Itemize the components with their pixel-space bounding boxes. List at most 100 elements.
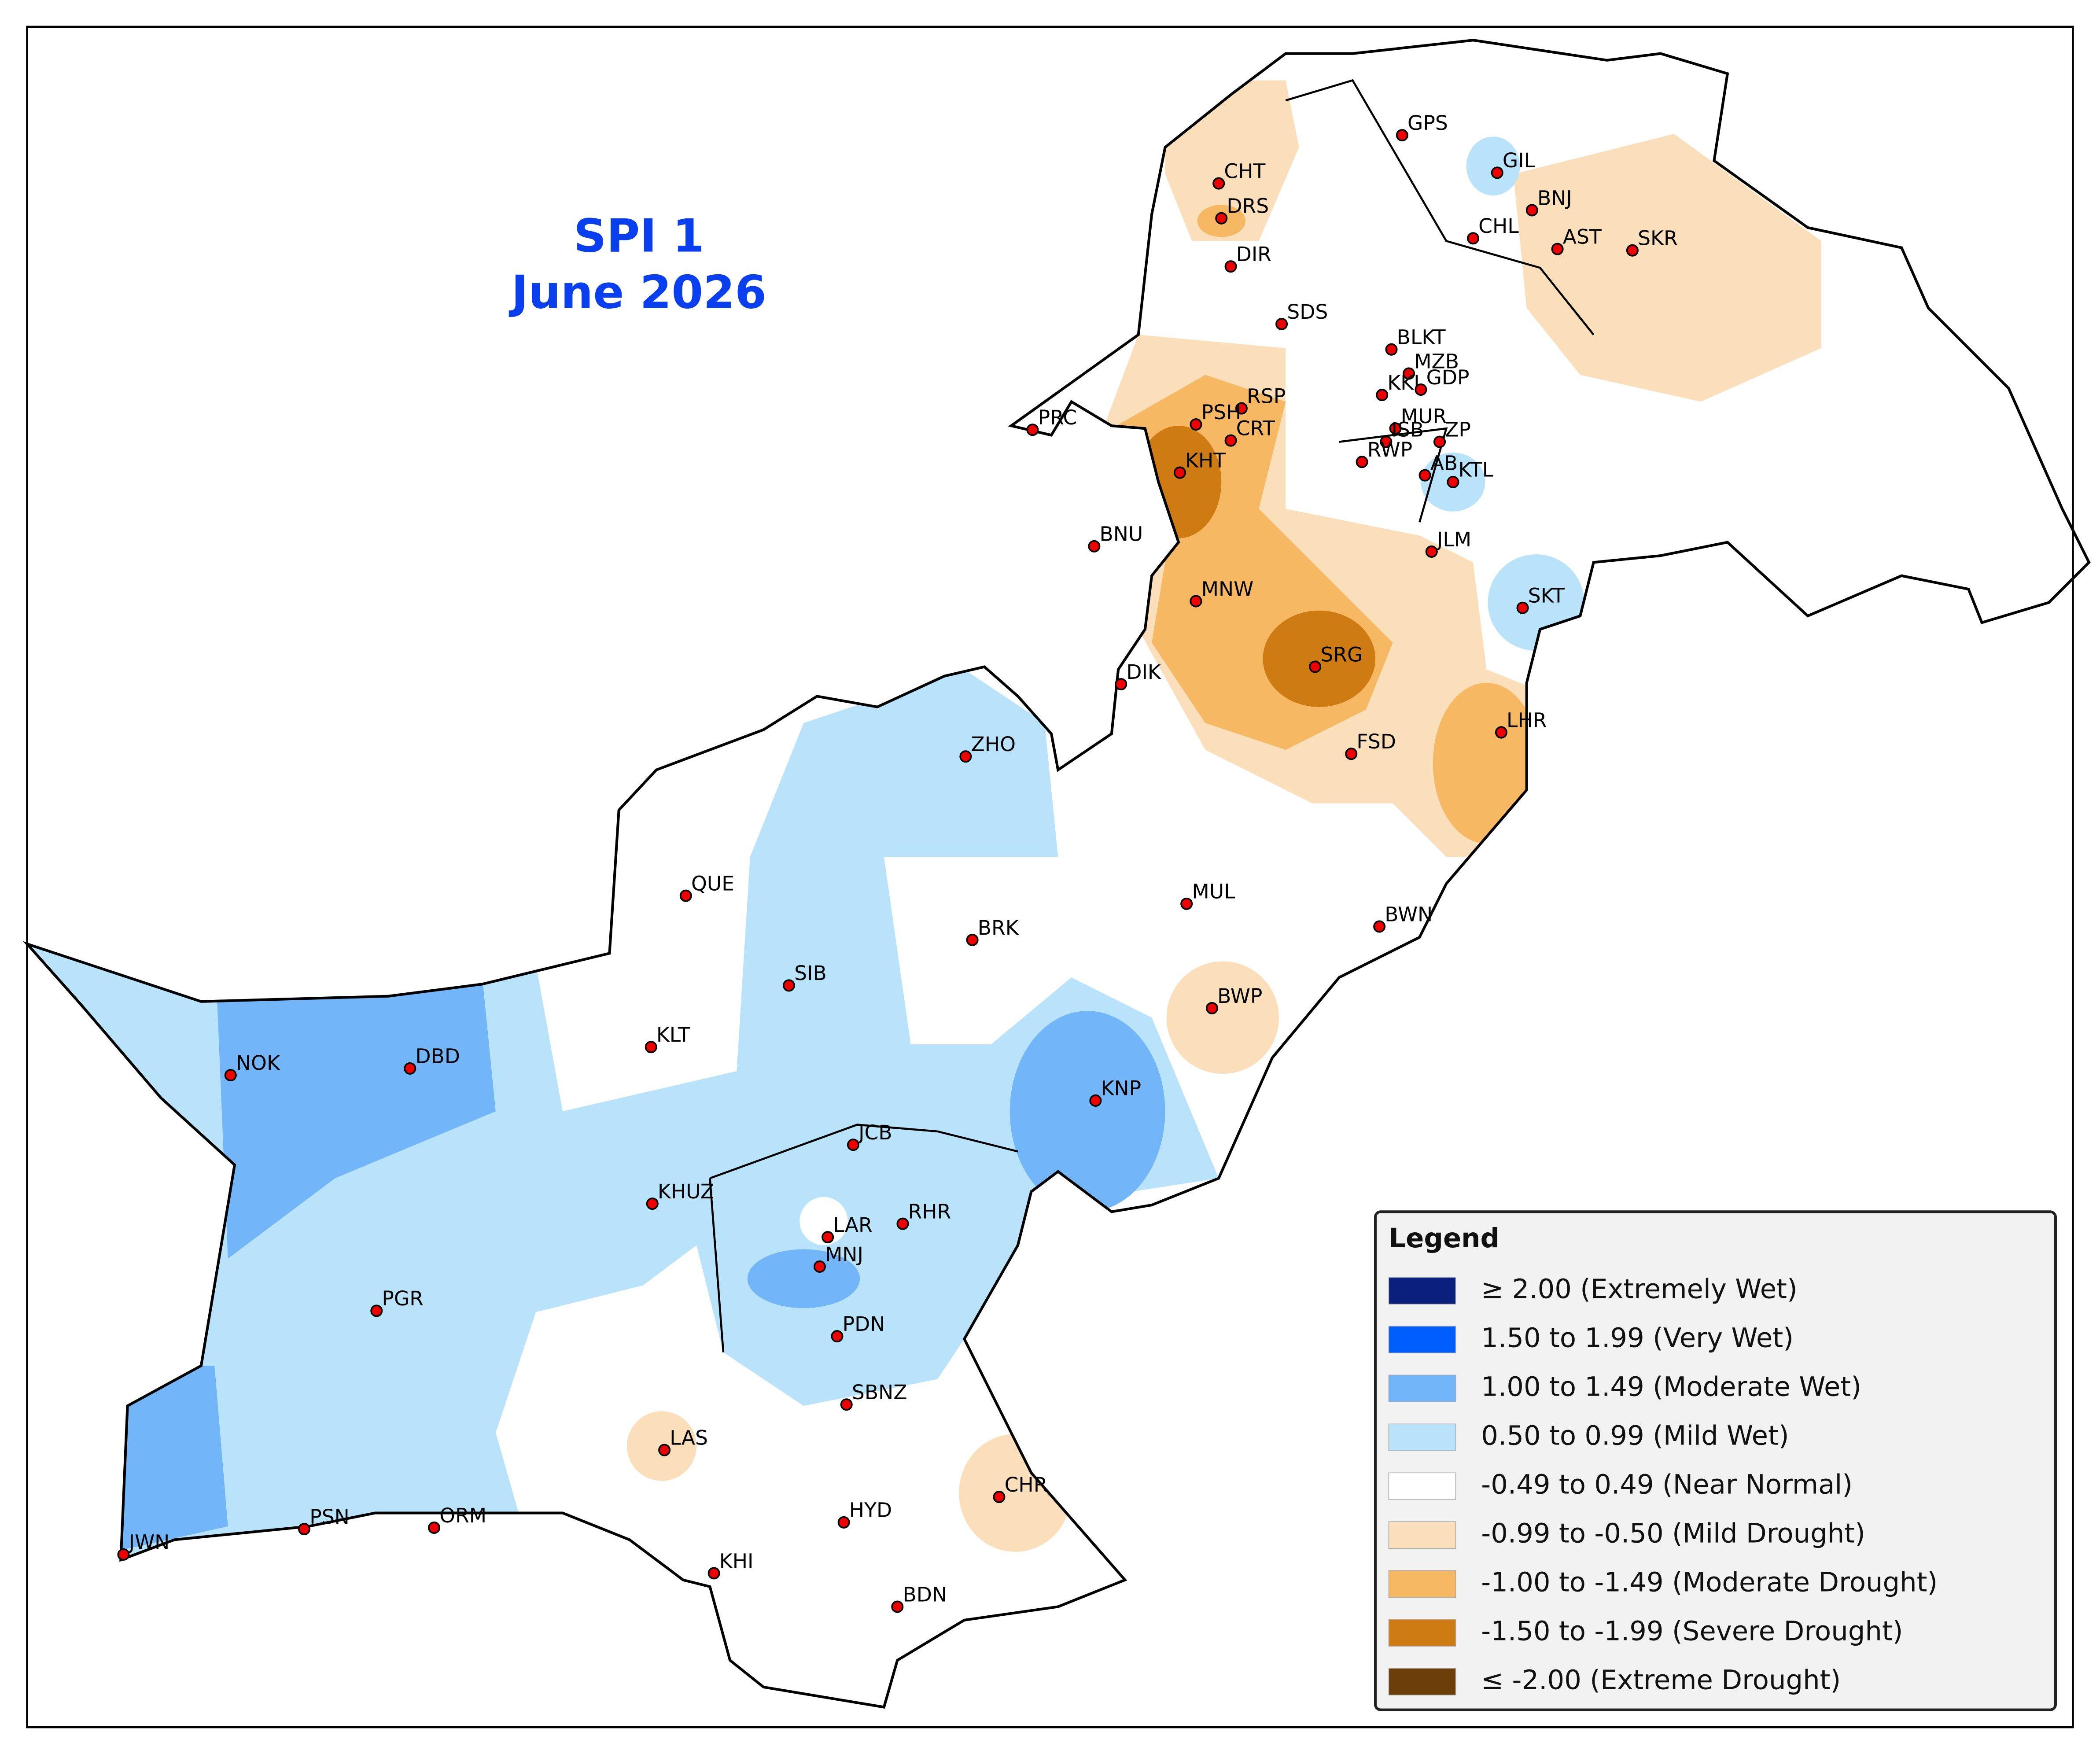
station-dot [1174,466,1186,479]
station-label: LAR [833,1213,872,1237]
station-dot [1516,601,1529,614]
legend-swatch [1388,1619,1456,1647]
station-label: PSN [309,1505,350,1529]
station-label: MNW [1201,577,1254,601]
station-dot [1224,260,1237,273]
station-label: JLM [1436,528,1471,551]
station-dot [1356,456,1368,468]
station-label: KTL [1459,458,1494,482]
station-dot [1026,424,1039,436]
station-dot [1205,1002,1218,1015]
station-dot [993,1491,1006,1503]
station-dot [896,1217,909,1230]
station-dot [117,1548,130,1561]
station-dot [1380,435,1393,448]
station-dot [1224,434,1237,447]
station-label: SDS [1287,300,1328,324]
station-dot [1626,244,1639,257]
station-label: KHUZ [658,1180,714,1203]
station-dot [428,1522,441,1534]
station-dot [370,1304,383,1317]
station-label: NOK [236,1051,280,1075]
station-label: PGR [382,1287,424,1310]
station-label: CHT [1224,159,1265,183]
station-label: SKR [1638,227,1678,250]
station-dot [1309,660,1322,673]
station-label: KNP [1101,1077,1142,1100]
station-label: AB [1430,451,1458,475]
legend-swatch [1388,1374,1456,1402]
legend-swatch [1388,1277,1456,1304]
station-dot [1215,212,1228,225]
station-dot [1190,595,1202,608]
province-border [709,79,1595,1352]
station-dot [1345,748,1358,760]
station-label: BNJ [1537,186,1572,210]
spi-fill [27,80,1821,1607]
station-label: SBNZ [852,1381,907,1404]
station-label: ZP [1445,418,1471,441]
station-dot [1180,897,1193,910]
station-label: HYD [849,1499,892,1522]
station-dot [707,1567,720,1580]
station-label: RHR [908,1200,951,1223]
station-label: ZHO [971,733,1016,756]
station-dot [1373,920,1386,933]
legend-title: Legend [1389,1223,1499,1254]
station-label: MUL [1192,880,1235,903]
legend-swatch [1388,1472,1456,1500]
station-dot [224,1069,237,1082]
station-label: LAS [670,1426,708,1449]
legend-label: 1.50 to 1.99 (Very Wet) [1481,1323,1794,1353]
station-dot [1403,367,1415,380]
station-label: SRG [1320,643,1363,666]
station-label: JCB [857,1121,892,1144]
station-label: DRS [1227,195,1269,218]
map-subtitle: June 2026 [509,266,767,319]
station-dot [1088,540,1101,553]
station-label: SKT [1528,584,1565,608]
station-label: GIL [1503,149,1536,172]
station-label: DIK [1126,660,1161,684]
station-dot [646,1198,659,1210]
station-label: CHR [1005,1473,1048,1496]
station-label: BWP [1217,984,1262,1008]
legend-label: ≥ 2.00 (Extremely Wet) [1481,1274,1798,1304]
station-dot [1115,678,1127,691]
station-dot [1389,422,1402,435]
station-label: BNU [1100,523,1143,546]
station-label: BLKT [1397,326,1446,349]
legend: ≥ 2.00 (Extremely Wet) 1.50 to 1.99 (Very… [1388,1274,1938,1695]
legend-label: 1.00 to 1.49 (Moderate Wet) [1481,1371,1861,1402]
station-dot [404,1062,416,1075]
legend-swatch [1388,1521,1456,1549]
station-label: CHL [1478,214,1519,238]
station-label: BRK [978,916,1019,940]
station-dot [966,933,979,946]
station-dot [679,889,692,902]
legend-label: -1.00 to -1.49 (Moderate Drought) [1481,1567,1938,1598]
station-label: KHT [1185,449,1226,472]
station-dot [1433,435,1446,448]
legend-label: ≤ -2.00 (Extreme Drought) [1481,1665,1841,1695]
station-label: BDN [903,1583,947,1606]
station-dot [1089,1094,1102,1107]
station-label: SIB [794,962,827,985]
station-label: RWP [1367,438,1412,461]
station-dot [1467,232,1480,245]
legend-swatch [1388,1326,1456,1353]
station-label: KLT [656,1023,690,1047]
station-label: CRT [1236,416,1275,440]
station-label: RSP [1247,384,1286,408]
station-dot [1376,389,1389,402]
station-label: LHR [1507,708,1547,732]
station-label: PDN [843,1312,885,1336]
station-dot [782,979,795,992]
station-label: DBD [415,1045,460,1068]
station-dot [891,1600,904,1613]
station-dot [1425,545,1438,558]
station-dot [822,1231,834,1244]
legend-label: -0.99 to -0.50 (Mild Drought) [1481,1518,1865,1549]
station-label: MUR [1401,405,1447,428]
